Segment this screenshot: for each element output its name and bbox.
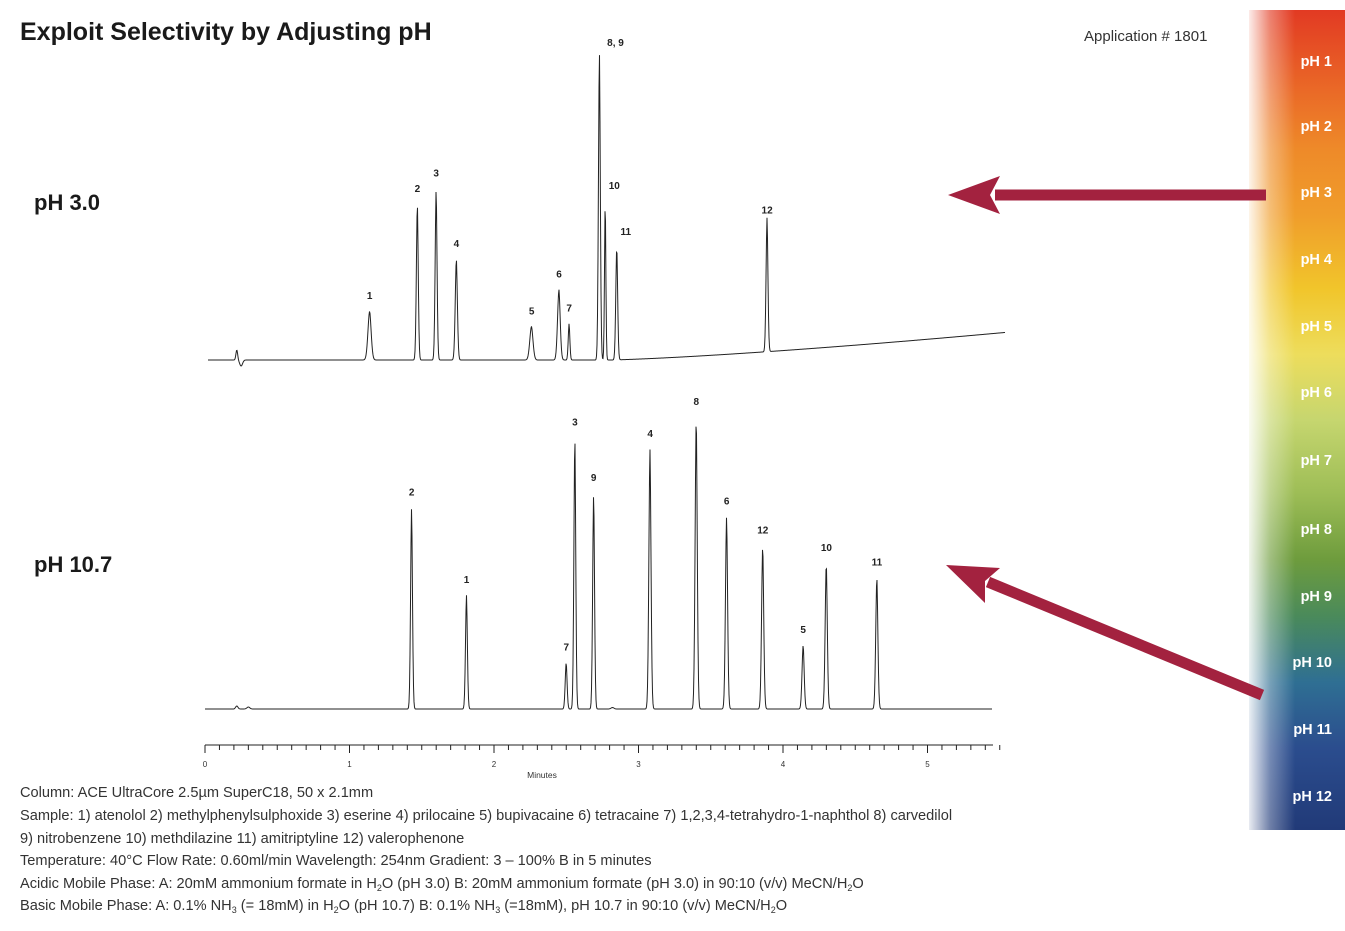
peak-label: 8, 9 [607, 38, 624, 49]
chromatogram-trace [208, 55, 1006, 367]
peak-label: 7 [566, 303, 572, 314]
ph10-trace-label: pH 10.7 [34, 552, 113, 577]
peak-label: 4 [647, 429, 653, 440]
chromatogram-trace [205, 426, 992, 710]
application-number: Application # 1801 [1084, 28, 1208, 45]
peak-label: 11 [872, 558, 883, 569]
peak-label: 10 [609, 181, 621, 192]
peak-label: 3 [433, 169, 439, 180]
x-tick-label: 3 [636, 760, 641, 769]
ph-scale-item: pH 9 [1300, 589, 1332, 605]
ph-scale-item: pH 4 [1300, 252, 1332, 268]
ph10-chromatogram: 2 1 7 3 9 4 8 6 12 5 10 11 [205, 397, 992, 710]
peak-label: 12 [757, 526, 769, 537]
x-axis-label: Minutes [527, 770, 557, 780]
ph-scale-item: pH 8 [1300, 522, 1332, 538]
x-axis: 0 1 2 3 4 5 Minutes [203, 744, 1001, 780]
column-info: Column: ACE UltraCore 2.5µm SuperC18, 50… [20, 785, 374, 801]
ph-scale-item: pH 5 [1300, 319, 1332, 335]
x-tick-label: 2 [492, 760, 497, 769]
ph-scale-item: pH 3 [1300, 185, 1332, 201]
basic-mobile-phase: Basic Mobile Phase: A: 0.1% NH3 (= 18mM)… [20, 898, 788, 915]
ph-scale-item: pH 10 [1292, 655, 1333, 671]
x-tick-label: 0 [203, 760, 208, 769]
peak-label: 7 [564, 642, 570, 653]
peak-label: 2 [409, 488, 415, 499]
acidic-mobile-phase: Acidic Mobile Phase: A: 20mM ammonium fo… [20, 876, 864, 893]
peak-label: 12 [762, 205, 774, 216]
ph-scale-item: pH 6 [1300, 385, 1332, 401]
peak-label: 6 [724, 496, 730, 507]
peak-label: 3 [572, 417, 578, 428]
x-tick-label: 4 [781, 760, 786, 769]
ph-scale-item: pH 11 [1293, 722, 1332, 738]
ph-scale-item: pH 12 [1292, 789, 1333, 805]
x-tick-label: 5 [925, 760, 930, 769]
run-parameters: Temperature: 40°C Flow Rate: 0.60ml/min … [20, 853, 652, 869]
peak-label: 6 [556, 270, 562, 281]
ph-color-scale: pH 1 pH 2 pH 3 pH 4 pH 5 pH 6 pH 7 pH 8 … [1249, 10, 1345, 830]
peak-label: 9 [591, 473, 597, 484]
peak-label: 8 [694, 397, 700, 408]
peak-label: 4 [454, 239, 460, 250]
page-title: Exploit Selectivity by Adjusting pH [20, 18, 432, 46]
sample-list-line2: 9) nitrobenzene 10) methdilazine 11) ami… [20, 831, 465, 847]
peak-label: 10 [821, 543, 833, 554]
x-tick-label: 1 [347, 760, 352, 769]
peak-label: 5 [800, 625, 806, 636]
ph-scale-item: pH 2 [1300, 119, 1332, 135]
ph3-trace-label: pH 3.0 [34, 190, 101, 215]
sample-list-line1: Sample: 1) atenolol 2) methylphenylsulph… [20, 808, 953, 824]
peak-label: 11 [621, 227, 632, 238]
peak-label: 5 [529, 306, 535, 317]
ph-scale-item: pH 1 [1300, 54, 1332, 70]
peak-label: 1 [367, 291, 373, 302]
peak-label: 1 [464, 575, 470, 586]
peak-label: 2 [415, 184, 421, 195]
ph-scale-item: pH 7 [1300, 453, 1332, 469]
